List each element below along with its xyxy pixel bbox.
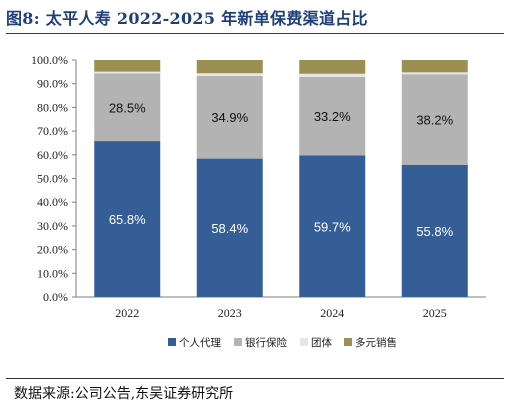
bar-segment-2022-银行保险 — [94, 73, 161, 142]
data-label-2024-个人代理: 59.7% — [314, 219, 351, 234]
y-tick-label: 30.0% — [37, 219, 68, 233]
data-label-2022-银行保险: 28.5% — [109, 100, 146, 115]
bar-segment-2023-个人代理 — [196, 158, 263, 297]
data-source-note: 数据来源:公司公告,东吴证券研究所 — [14, 386, 234, 402]
bar-stack-2023: 58.4% 34.9% — [196, 60, 263, 297]
data-label-2025-银行保险: 38.2% — [416, 112, 453, 127]
y-axis: 0.0% 10.0% 20.0% 30.0% 40.0% 50.0% 60.0% 70.0% 8… — [31, 53, 486, 304]
bar-segment-2024-团体 — [299, 73, 366, 77]
bar-segment-2025-团体 — [401, 72, 468, 75]
data-label-2022-个人代理: 65.8% — [109, 212, 146, 227]
x-tick-label: 2024 — [320, 306, 344, 320]
legend: 个人代理 银行保险 团体 多元销售 — [168, 336, 397, 349]
bar-segment-2024-个人代理 — [299, 155, 366, 297]
y-tick-label: 70.0% — [37, 124, 68, 138]
legend-swatch — [344, 338, 352, 346]
y-tick-label: 10.0% — [37, 266, 68, 280]
y-tick-label: 40.0% — [37, 195, 68, 209]
y-tick-label: 0.0% — [43, 290, 68, 304]
legend-swatch — [300, 338, 308, 346]
bar-segment-2022-多元销售 — [94, 60, 161, 72]
legend-item-多元销售: 多元销售 — [344, 336, 397, 349]
bar-segment-2023-多元销售 — [196, 60, 263, 74]
data-label-2024-银行保险: 33.2% — [314, 109, 351, 124]
data-label-2023-个人代理: 58.4% — [211, 221, 248, 236]
x-axis-labels: 2022 2023 2024 2025 — [115, 306, 447, 320]
legend-label: 银行保险 — [245, 336, 287, 349]
bar-segment-2024-多元销售 — [299, 60, 366, 74]
chart-title: 图8: 太平人寿 2022-2025 年新单保费渠道占比 — [6, 9, 368, 28]
stacked-bar-chart: 0.0% 10.0% 20.0% 30.0% 40.0% 50.0% 60.0% 70.0% 8… — [31, 53, 486, 349]
y-tick-label: 80.0% — [37, 100, 68, 114]
legend-label: 个人代理 — [179, 337, 221, 349]
footer-divider — [6, 378, 504, 379]
x-tick-label: 2025 — [423, 306, 447, 320]
bar-segment-2023-银行保险 — [196, 75, 263, 159]
legend-label: 多元销售 — [355, 336, 397, 349]
title-divider — [6, 33, 504, 34]
y-tick-label: 50.0% — [37, 172, 68, 186]
legend-item-团体: 团体 — [300, 337, 332, 349]
bar-stack-2024: 59.7% 33.2% — [299, 60, 366, 297]
bar-layer: 65.8% 28.5% 58.4% 34.9% 59.7% 33.2% 55.8% 38.2% — [94, 60, 468, 297]
y-tick-label: 60.0% — [37, 148, 68, 162]
bar-segment-2023-团体 — [196, 73, 263, 76]
bar-segment-2024-银行保险 — [299, 76, 366, 156]
bar-stack-2022: 65.8% 28.5% — [94, 60, 161, 297]
bar-segment-2022-个人代理 — [94, 141, 161, 297]
legend-swatch — [234, 338, 242, 346]
bar-segment-2022-团体 — [94, 71, 161, 74]
legend-item-银行保险: 银行保险 — [234, 336, 287, 349]
legend-swatch — [168, 338, 176, 346]
bar-segment-2025-多元销售 — [401, 60, 468, 73]
y-tick-label: 100.0% — [31, 53, 68, 67]
x-tick-label: 2023 — [218, 306, 242, 320]
bar-segment-2025-银行保险 — [401, 74, 468, 165]
data-label-2025-个人代理: 55.8% — [416, 224, 453, 239]
data-label-2023-银行保险: 34.9% — [211, 110, 248, 125]
legend-label: 团体 — [311, 337, 332, 349]
x-tick-label: 2022 — [115, 306, 139, 320]
legend-item-个人代理: 个人代理 — [168, 337, 221, 349]
y-tick-label: 90.0% — [37, 77, 68, 91]
y-tick-label: 20.0% — [37, 243, 68, 257]
bar-segment-2025-个人代理 — [401, 164, 468, 297]
bar-stack-2025: 55.8% 38.2% — [401, 60, 468, 297]
